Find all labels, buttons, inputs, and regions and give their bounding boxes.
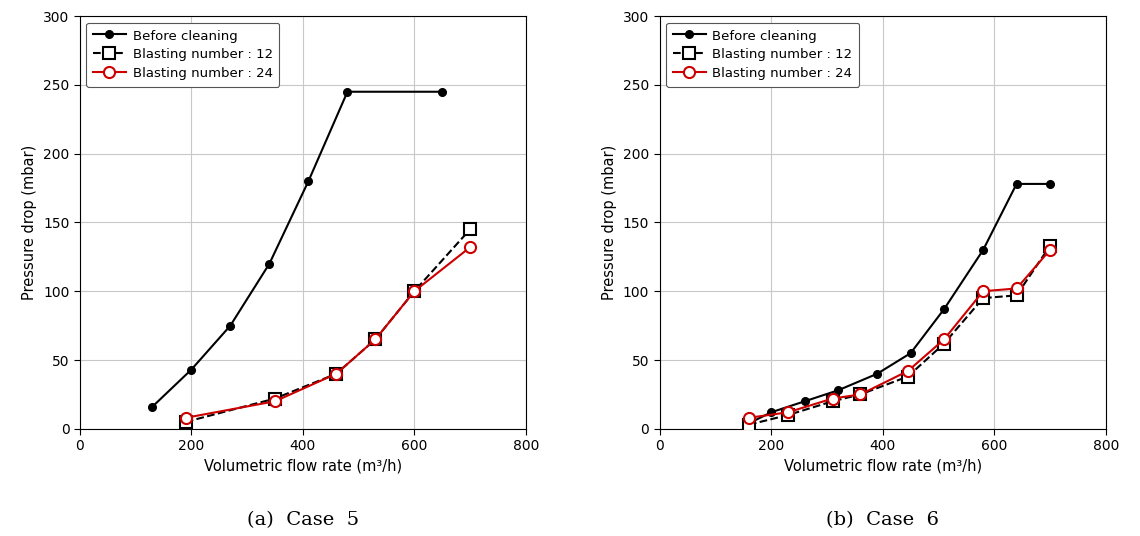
Before cleaning	[831, 387, 845, 393]
Blasting number : 24: (350, 20): 24: (350, 20)	[268, 398, 282, 405]
Legend: Before cleaning, Blasting number : 12, Blasting number : 24: Before cleaning, Blasting number : 12, B…	[666, 23, 860, 87]
Blasting number : 24: (700, 130): 24: (700, 130)	[1043, 247, 1057, 253]
Blasting number : 24: (190, 8): 24: (190, 8)	[179, 414, 193, 421]
Blasting number : 12: (600, 100): 12: (600, 100)	[407, 288, 421, 294]
Before cleaning	[341, 88, 355, 95]
Blasting number : 24: (310, 22): 24: (310, 22)	[825, 396, 839, 402]
Before cleaning	[262, 260, 276, 267]
Before cleaning	[742, 420, 756, 427]
Line: Before cleaning: Before cleaning	[746, 180, 1053, 427]
Blasting number : 24: (445, 42): 24: (445, 42)	[901, 368, 914, 374]
Blasting number : 24: (600, 100): 24: (600, 100)	[407, 288, 421, 294]
Blasting number : 24: (460, 40): 24: (460, 40)	[329, 370, 343, 377]
Before cleaning	[870, 370, 884, 377]
Blasting number : 24: (700, 132): 24: (700, 132)	[463, 244, 477, 250]
Before cleaning	[223, 323, 237, 329]
Y-axis label: Pressure drop (mbar): Pressure drop (mbar)	[602, 145, 618, 300]
Before cleaning	[798, 398, 812, 405]
Before cleaning	[904, 350, 918, 356]
Legend: Before cleaning, Blasting number : 12, Blasting number : 24: Before cleaning, Blasting number : 12, B…	[87, 23, 279, 87]
Blasting number : 24: (510, 65): 24: (510, 65)	[937, 336, 951, 343]
Blasting number : 12: (700, 145): 12: (700, 145)	[463, 226, 477, 233]
Blasting number : 24: (360, 25): 24: (360, 25)	[854, 391, 868, 398]
Blasting number : 24: (160, 8): 24: (160, 8)	[742, 414, 756, 421]
Line: Blasting number : 12: Blasting number : 12	[180, 224, 475, 428]
Blasting number : 24: (580, 100): 24: (580, 100)	[976, 288, 990, 294]
Line: Blasting number : 12: Blasting number : 12	[743, 240, 1056, 430]
Before cleaning	[937, 306, 951, 312]
Text: (a)  Case  5: (a) Case 5	[246, 511, 359, 530]
Blasting number : 12: (510, 62): 12: (510, 62)	[937, 340, 951, 347]
Before cleaning	[976, 247, 990, 253]
X-axis label: Volumetric flow rate (m³/h): Volumetric flow rate (m³/h)	[204, 459, 402, 474]
Blasting number : 12: (160, 3): 12: (160, 3)	[742, 421, 756, 428]
Before cleaning	[146, 404, 160, 410]
Line: Blasting number : 24: Blasting number : 24	[180, 242, 475, 423]
Blasting number : 12: (190, 5): 12: (190, 5)	[179, 419, 193, 425]
Blasting number : 12: (350, 22): 12: (350, 22)	[268, 396, 282, 402]
Before cleaning	[1043, 181, 1057, 187]
Blasting number : 12: (310, 20): 12: (310, 20)	[825, 398, 839, 405]
Before cleaning	[185, 367, 198, 373]
Blasting number : 12: (530, 65): 12: (530, 65)	[368, 336, 382, 343]
Blasting number : 12: (640, 97): 12: (640, 97)	[1010, 292, 1024, 299]
Blasting number : 12: (700, 133): 12: (700, 133)	[1043, 243, 1057, 249]
Before cleaning	[1010, 181, 1024, 187]
Blasting number : 12: (230, 10): 12: (230, 10)	[781, 412, 795, 418]
Blasting number : 24: (530, 65): 24: (530, 65)	[368, 336, 382, 343]
Y-axis label: Pressure drop (mbar): Pressure drop (mbar)	[23, 145, 38, 300]
Before cleaning	[435, 88, 449, 95]
Blasting number : 12: (580, 95): 12: (580, 95)	[976, 295, 990, 301]
Blasting number : 12: (360, 25): 12: (360, 25)	[854, 391, 868, 398]
Line: Before cleaning: Before cleaning	[148, 88, 446, 411]
Before cleaning	[302, 178, 316, 184]
Blasting number : 12: (445, 38): 12: (445, 38)	[901, 373, 914, 379]
Blasting number : 24: (640, 102): 24: (640, 102)	[1010, 285, 1024, 292]
Text: (b)  Case  6: (b) Case 6	[826, 511, 939, 530]
Blasting number : 24: (230, 12): 24: (230, 12)	[781, 409, 795, 415]
Line: Blasting number : 24: Blasting number : 24	[743, 244, 1056, 423]
X-axis label: Volumetric flow rate (m³/h): Volumetric flow rate (m³/h)	[783, 459, 982, 474]
Before cleaning	[765, 409, 779, 415]
Blasting number : 12: (460, 40): 12: (460, 40)	[329, 370, 343, 377]
